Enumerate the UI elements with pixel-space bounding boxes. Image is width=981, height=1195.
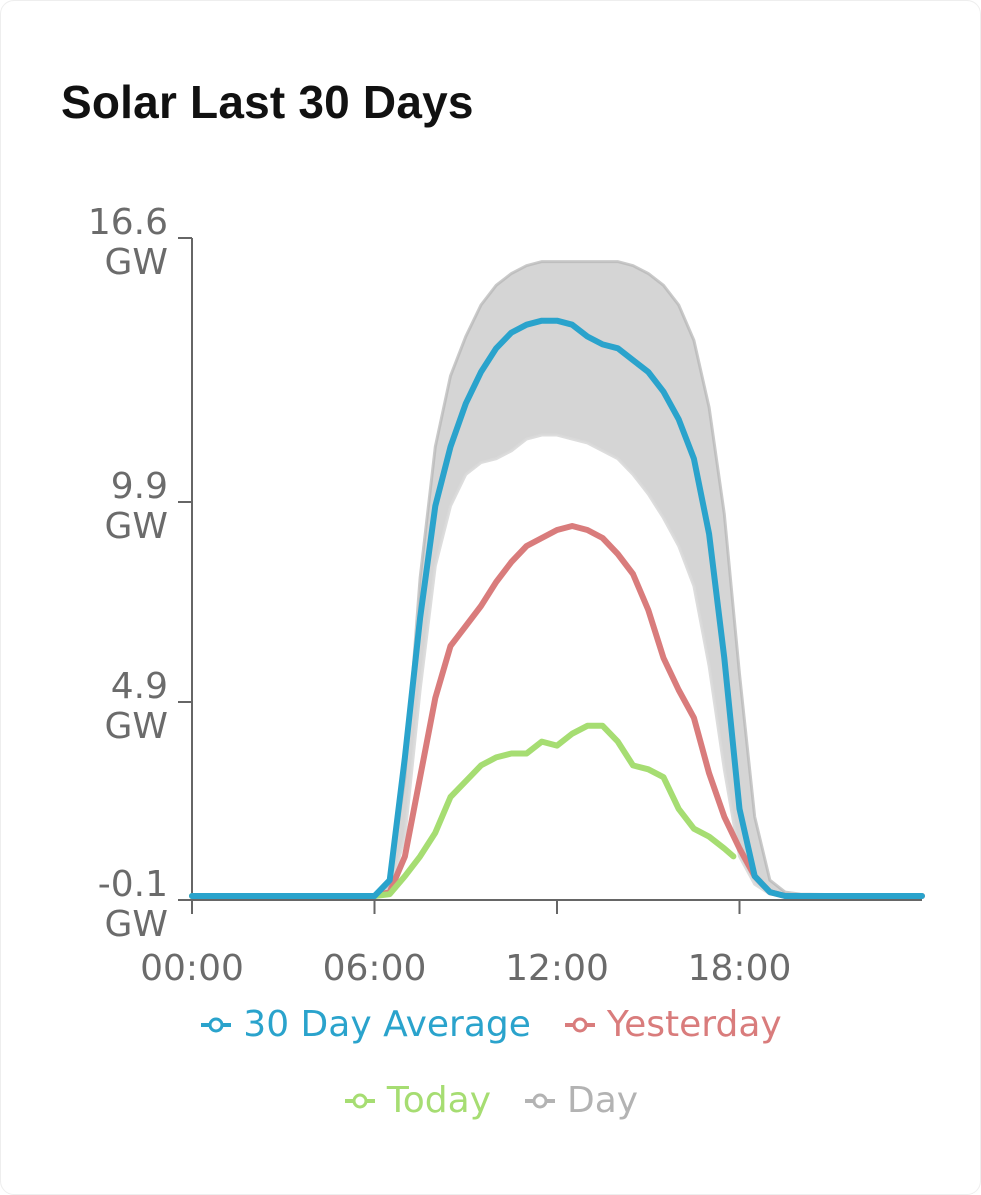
legend-label: Today xyxy=(386,1080,492,1121)
legend-label: Yesterday xyxy=(606,1004,782,1045)
legend-item-day[interactable]: Day xyxy=(523,1080,638,1121)
30-day-average-series-line xyxy=(189,317,925,899)
y-tick-label: 9.9 xyxy=(111,466,168,507)
y-tick-unit: GW xyxy=(105,904,169,945)
legend-item-today[interactable]: Today xyxy=(343,1080,491,1121)
x-tick-label: 12:00 xyxy=(505,948,609,989)
day-series-upper-line xyxy=(192,260,923,898)
x-tick-label: 00:00 xyxy=(140,948,244,989)
day-series-lower-line xyxy=(192,433,922,898)
legend-marker-icon xyxy=(344,1093,375,1108)
legend-row-2: Today Day xyxy=(0,1080,981,1121)
chart-title: Solar Last 30 Days xyxy=(61,76,474,128)
legend-marker-icon xyxy=(525,1093,556,1108)
y-tick-label: 16.6 xyxy=(88,202,168,243)
today-series-line xyxy=(189,722,737,899)
legend-item-30-day-average[interactable]: 30 Day Average xyxy=(199,1004,531,1045)
legend-item-yesterday[interactable]: Yesterday xyxy=(563,1004,782,1045)
y-tick-unit: GW xyxy=(105,706,169,747)
x-tick-label: 06:00 xyxy=(323,948,427,989)
y-tick-label: -0.1 xyxy=(98,864,168,905)
day-series-band xyxy=(192,261,922,897)
yesterday-series-line xyxy=(189,523,925,899)
x-tick-label: 18:00 xyxy=(688,948,792,989)
legend-label: 30 Day Average xyxy=(243,1004,531,1045)
legend-label: Day xyxy=(567,1080,639,1121)
legend-marker-icon xyxy=(201,1017,232,1032)
y-tick-unit: GW xyxy=(105,242,169,283)
y-tick-label: 4.9 xyxy=(111,666,168,707)
y-tick-unit: GW xyxy=(105,506,169,547)
legend-row-1: 30 Day Average Yesterday xyxy=(0,1004,981,1045)
legend-marker-icon xyxy=(564,1017,595,1032)
